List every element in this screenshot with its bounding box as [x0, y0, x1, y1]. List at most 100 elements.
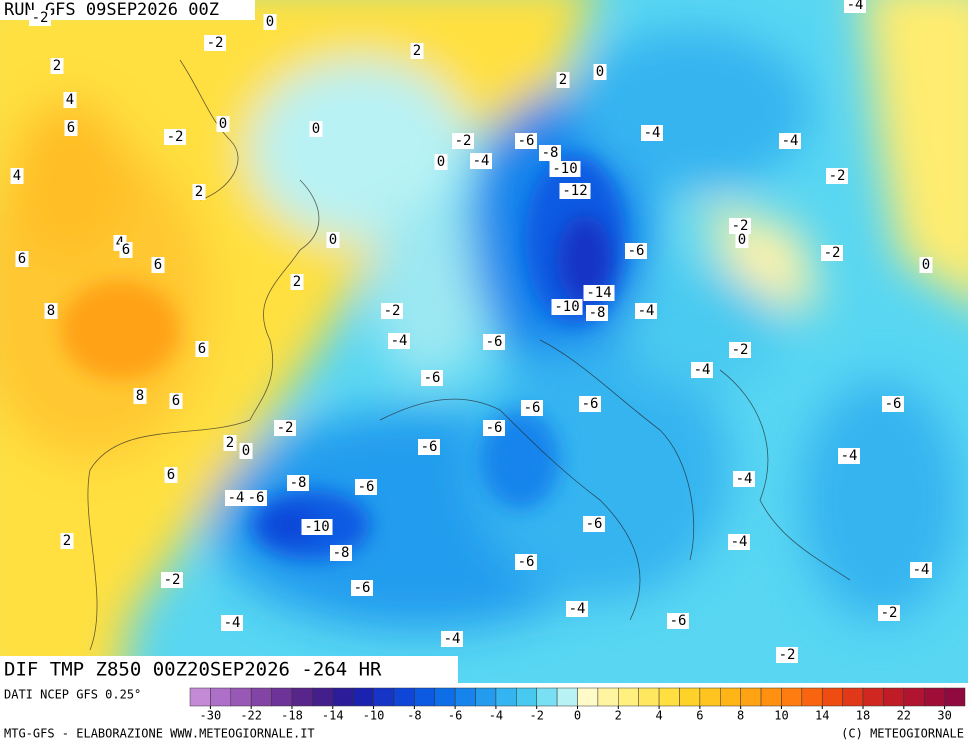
colorbar-tick-label: 2: [615, 709, 622, 723]
contour-label: -6: [418, 439, 440, 455]
contour-label-bg: [733, 471, 755, 487]
contour-label: -6: [421, 370, 443, 386]
contour-label-text: 4: [13, 168, 21, 184]
contour-label-text: -2: [829, 168, 846, 184]
contour-label-text: 4: [66, 92, 74, 108]
contour-label-text: -4: [736, 471, 753, 487]
contour-label: 6: [15, 251, 29, 267]
contour-label-bg: [691, 362, 713, 378]
colorbar-tick-label: 10: [774, 709, 788, 723]
colorbar-swatch: [434, 687, 456, 707]
contour-label: 0: [593, 64, 607, 80]
contour-label-bg: [583, 516, 605, 532]
colorbar-tick-label: -18: [281, 709, 303, 723]
contour-label: -4: [733, 471, 755, 487]
colorbar-tick-label: 30: [937, 709, 951, 723]
contour-label: -4: [910, 562, 932, 578]
contour-label-bg: [64, 120, 78, 136]
contour-label-text: -4: [391, 333, 408, 349]
contour-label-text: -6: [586, 516, 603, 532]
contour-label: -2: [776, 647, 798, 663]
contour-label-bg: [583, 285, 615, 301]
contour-label-text: -6: [628, 243, 645, 259]
contour-label: -2: [161, 572, 183, 588]
contour-label-text: -6: [524, 400, 541, 416]
colorbar-swatch: [393, 687, 415, 707]
contour-label: -4: [838, 448, 860, 464]
contour-label-bg: [483, 334, 505, 350]
contour-label-text: -2: [207, 35, 224, 51]
contour-label-bg: [133, 388, 147, 404]
contour-label-text: 2: [559, 72, 567, 88]
colorbar-swatch: [740, 687, 762, 707]
colorbar-swatch: [536, 687, 558, 707]
contour-label-bg: [566, 601, 588, 617]
contour-label-text: -2: [384, 303, 401, 319]
contour-label: -2: [204, 35, 226, 51]
contour-label-text: -4: [444, 631, 461, 647]
contour-label-text: -2: [779, 647, 796, 663]
contour-label: -6: [579, 396, 601, 412]
contour-label-text: 2: [195, 184, 203, 200]
contour-labels: -2 0-2 222 046 0 0-2 -2 -6 -4 -4-80 -4 -104 -22 -12-2…: [10, 0, 933, 663]
colorbar-tick-label: 4: [655, 709, 662, 723]
colorbar-swatch: [923, 687, 945, 707]
contour-label-text: -2: [881, 605, 898, 621]
colorbar-tick-label: 6: [696, 709, 703, 723]
header-box: [0, 0, 255, 20]
contour-label-bg: [161, 572, 183, 588]
contour-label-bg: [635, 303, 657, 319]
contour-label: -8: [330, 545, 352, 561]
contour-label: 0: [309, 121, 323, 137]
contour-label: 2: [50, 58, 64, 74]
contour-label-text: 8: [47, 303, 55, 319]
colorbar-swatch: [332, 687, 354, 707]
contour-label-bg: [549, 161, 581, 177]
contour-label-bg: [667, 613, 689, 629]
contour-label: -2: [164, 129, 186, 145]
contour-label-text: -6: [518, 133, 535, 149]
contour-label: -2: [452, 133, 474, 149]
contour-label: -2: [729, 218, 751, 234]
contour-label-bg: [735, 232, 749, 248]
contour-label: 8: [44, 303, 58, 319]
contour-label-text: -6: [424, 370, 441, 386]
contour-label-text: -8: [542, 145, 559, 161]
contour-label-bg: [593, 64, 607, 80]
contour-label-text: -2: [455, 133, 472, 149]
contour-label-text: -6: [248, 490, 265, 506]
contour-label-text: -4: [569, 601, 586, 617]
contour-label: -2: [821, 245, 843, 261]
colorbar-swatch: [577, 687, 599, 707]
contour-label-bg: [559, 183, 591, 199]
contour-label: -2: [29, 10, 51, 26]
contour-label: -12: [559, 183, 591, 199]
contour-label-bg: [309, 121, 323, 137]
colorbar-swatch: [271, 687, 293, 707]
contour-label-bg: [290, 274, 304, 290]
colorbar-tick-label: 18: [856, 709, 870, 723]
contour-label-bg: [216, 116, 230, 132]
data-source: DATI NCEP GFS 0.25°: [4, 688, 141, 702]
contour-label: -4: [691, 362, 713, 378]
contour-label-bg: [539, 145, 561, 161]
contour-label: 2: [192, 184, 206, 200]
colorbar-tick-label: -14: [322, 709, 344, 723]
contour-label-bg: [10, 168, 24, 184]
colorbar-swatch: [883, 687, 905, 707]
contour-label-text: 2: [226, 435, 234, 451]
contour-label: -4: [388, 333, 410, 349]
contour-label-text: 6: [172, 393, 180, 409]
contour-label: 0: [239, 443, 253, 459]
contour-label-text: -2: [732, 342, 749, 358]
colorbar-swatch: [658, 687, 680, 707]
colorbar-swatch: [189, 687, 211, 707]
contour-label-bg: [388, 333, 410, 349]
contour-label: 0: [263, 14, 277, 30]
contour-label-bg: [29, 10, 51, 26]
contour-label-text: -2: [164, 572, 181, 588]
contour-label: -6: [515, 133, 537, 149]
contour-label: -10: [551, 299, 583, 315]
contour-label: -2: [274, 420, 296, 436]
contour-label-text: 2: [63, 533, 71, 549]
